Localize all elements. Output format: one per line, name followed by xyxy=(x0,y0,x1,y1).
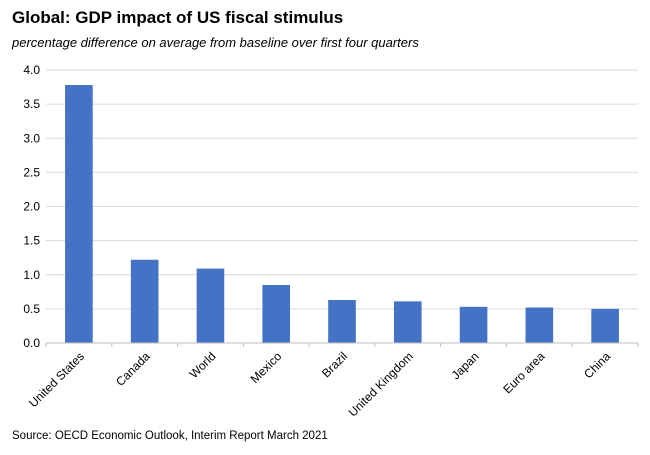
x-tick-label: Canada xyxy=(113,349,153,389)
bar-world xyxy=(196,268,225,343)
y-tick-label: 1.5 xyxy=(23,234,40,248)
bar-canada xyxy=(130,259,159,343)
axes xyxy=(45,342,639,347)
y-tick-label: 0.0 xyxy=(23,336,40,350)
x-tick-labels: United States Canada World Mexico BrazilUnit… xyxy=(26,349,613,420)
bar-united-kingdom xyxy=(393,301,422,343)
chart-subtitle: percentage difference on average from ba… xyxy=(12,35,419,50)
bar-mexico xyxy=(262,284,291,343)
x-tick-label: China xyxy=(581,349,613,381)
x-tick-label: United Kingdom xyxy=(346,349,416,419)
x-tick-label: Brazil xyxy=(319,349,350,380)
y-tick-label: 1.0 xyxy=(23,268,40,282)
x-tick-label: Mexico xyxy=(248,349,285,386)
bar-japan xyxy=(459,306,488,343)
x-tick-label: Euro area xyxy=(500,349,547,396)
y-tick-labels: 0.0 0.5 1.0 1.5 2.0 2.5 3.0 3.5 4.0 xyxy=(23,63,40,350)
y-tick-label: 3.0 xyxy=(23,131,40,145)
bars xyxy=(65,85,619,343)
chart-title: Global: GDP impact of US fiscal stimulus xyxy=(12,8,344,27)
bar-euro-area xyxy=(525,307,554,343)
bar-china xyxy=(591,308,619,343)
source-note: Source: OECD Economic Outlook, Interim R… xyxy=(12,430,328,442)
y-tick-label: 3.5 xyxy=(23,97,40,111)
x-tick-label: Japan xyxy=(449,349,482,382)
y-tick-label: 4.0 xyxy=(23,63,40,77)
x-tick-label: World xyxy=(187,349,219,381)
y-tick-label: 2.0 xyxy=(23,200,40,214)
bar-united-states xyxy=(65,85,93,343)
y-tick-label: 0.5 xyxy=(23,302,40,316)
x-tick-label: United States xyxy=(26,349,87,410)
bar-brazil xyxy=(328,300,356,343)
y-tick-label: 2.5 xyxy=(23,165,40,179)
